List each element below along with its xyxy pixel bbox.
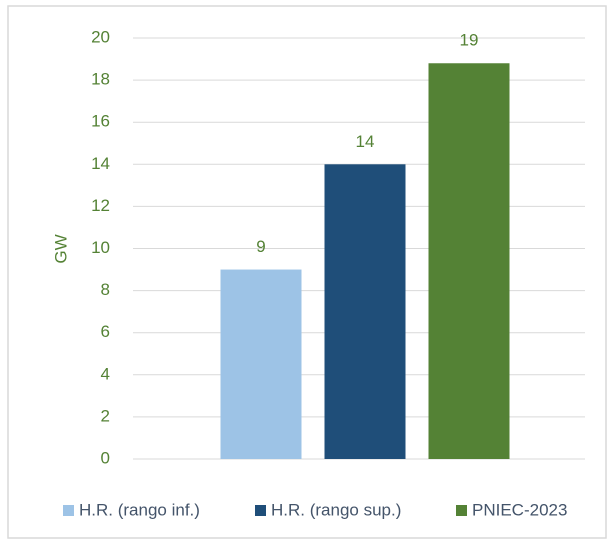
y-tick-label: 6 <box>101 322 110 341</box>
y-tick-label: 0 <box>101 448 110 467</box>
y-tick-label: 10 <box>91 238 110 257</box>
bar <box>220 269 302 459</box>
y-tick-label: 2 <box>101 406 110 425</box>
y-tick-label: 14 <box>91 154 110 173</box>
y-tick-label: 8 <box>101 280 110 299</box>
legend-label: H.R. (rango inf.) <box>79 500 200 519</box>
legend-label: H.R. (rango sup.) <box>271 500 401 519</box>
y-tick-label: 4 <box>101 364 110 383</box>
data-label: 19 <box>460 31 479 50</box>
y-tick-label: 18 <box>91 70 110 89</box>
legend-swatch <box>255 505 266 516</box>
data-label: 9 <box>256 237 265 256</box>
y-tick-label: 16 <box>91 112 110 131</box>
y-axis-label: GW <box>51 234 70 263</box>
data-label: 14 <box>356 132 375 151</box>
y-tick-label: 12 <box>91 196 110 215</box>
bar <box>428 63 510 459</box>
legend-label: PNIEC-2023 <box>472 500 567 519</box>
y-tick-label: 20 <box>91 27 110 46</box>
legend-swatch <box>63 505 74 516</box>
bar <box>324 164 406 460</box>
legend-swatch <box>456 505 467 516</box>
